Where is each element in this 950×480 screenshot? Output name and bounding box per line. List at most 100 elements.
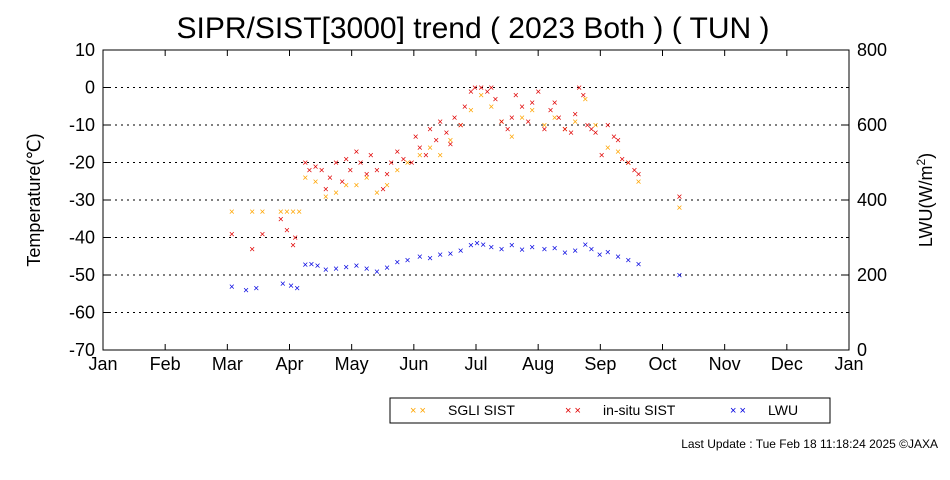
y2-axis-label: LWU(W/m2) — [914, 153, 936, 247]
x-tick-label: Apr — [275, 354, 303, 374]
data-point: × — [384, 181, 390, 192]
data-point: × — [347, 166, 353, 177]
data-point: × — [448, 136, 454, 147]
data-point: × — [552, 113, 558, 124]
data-point: × — [611, 132, 617, 143]
x-tick-label: Jan — [834, 354, 863, 374]
chart-title: SIPR/SIST[3000] trend ( 2023 Both ) ( TU… — [176, 12, 769, 45]
data-point: × — [401, 154, 407, 165]
data-point: × — [636, 259, 642, 270]
y2-label-main: LWU(W/m — [916, 166, 936, 248]
data-point: × — [676, 192, 682, 203]
data-point: × — [568, 128, 574, 139]
data-point: × — [676, 271, 682, 282]
data-point: × — [548, 106, 554, 117]
data-point: × — [253, 284, 259, 295]
data-point: × — [417, 151, 423, 162]
data-point: × — [625, 256, 631, 267]
data-point: × — [384, 263, 390, 274]
y2-tick-label: 800 — [857, 40, 887, 60]
data-point: × — [631, 166, 637, 177]
data-point: × — [307, 166, 313, 177]
data-point: × — [499, 117, 505, 128]
data-point: × — [284, 207, 290, 218]
data-point: × — [572, 246, 578, 257]
data-point: × — [484, 87, 490, 98]
data-point: × — [593, 128, 599, 139]
data-point: × — [597, 250, 603, 261]
x-tick-label: Sep — [584, 354, 616, 374]
data-point: × — [458, 121, 464, 132]
data-point: × — [676, 203, 682, 214]
data-point: × — [339, 177, 345, 188]
data-point: × — [327, 173, 333, 184]
x-tick-label: Feb — [150, 354, 181, 374]
y-tick-label: -50 — [69, 265, 95, 285]
data-point: × — [468, 87, 474, 98]
data-point: × — [343, 154, 349, 165]
data-point: × — [296, 207, 302, 218]
data-point: × — [448, 139, 454, 150]
data-point: × — [519, 113, 525, 124]
y-tick-label: -60 — [69, 303, 95, 323]
data-point: × — [499, 244, 505, 255]
data-point: × — [364, 264, 370, 275]
data-point: × — [529, 242, 535, 253]
data-point: × — [472, 83, 478, 94]
data-point: × — [443, 128, 449, 139]
data-point: × — [313, 162, 319, 173]
data-point: × — [333, 188, 339, 199]
data-point: × — [302, 158, 308, 169]
data-point: × — [542, 244, 548, 255]
x-axis: Jan Feb Mar Apr May Jun Jul Aug Sep Oct Nov Dec Jan — [88, 50, 864, 374]
data-point: × — [458, 246, 464, 257]
data-point: × — [509, 241, 515, 252]
data-point: × — [302, 173, 308, 184]
data-point: × — [468, 241, 474, 252]
data-point: × — [288, 281, 294, 292]
y-tick-label: -30 — [69, 190, 95, 210]
data-point: × — [580, 91, 586, 102]
y2-tick-label: 400 — [857, 190, 887, 210]
series-sgli-sist: × × × × × × ×× ×× ×× ××××××××××××××××××××××××× ×××… — [229, 91, 683, 218]
data-point: × — [448, 249, 454, 260]
data-point: × — [368, 151, 374, 162]
data-point: × — [535, 87, 541, 98]
data-point: × — [323, 265, 329, 276]
data-point: × — [437, 151, 443, 162]
y2-tick-label: 0 — [857, 340, 867, 360]
data-point: × — [593, 121, 599, 132]
data-point: × — [474, 239, 480, 250]
data-points: × × × × × × ×× ×× ×× ××××××××××××××××××××××××× ×××… — [229, 83, 683, 297]
data-point: × — [354, 261, 360, 272]
data-point: × — [437, 250, 443, 261]
legend-label: in-situ SIST — [603, 402, 676, 418]
data-point: × — [636, 169, 642, 180]
data-point: × — [394, 166, 400, 177]
data-point: × — [290, 241, 296, 252]
data-point: × — [354, 147, 360, 158]
data-point: × — [605, 121, 611, 132]
data-point: × — [437, 117, 443, 128]
data-point: × — [427, 143, 433, 154]
data-point: × — [343, 181, 349, 192]
data-point: × — [405, 256, 411, 267]
x-tick-label: Mar — [212, 354, 243, 374]
data-point: × — [562, 248, 568, 259]
data-point: × — [615, 252, 621, 263]
legend-marker: × × — [410, 405, 426, 417]
data-point: × — [405, 158, 411, 169]
data-point: × — [519, 102, 525, 113]
data-point: × — [292, 233, 298, 244]
y-tick-label: -70 — [69, 340, 95, 360]
y-tick-label: 0 — [85, 78, 95, 98]
legend: × × SGLI SIST × × in-situ SIST × × LWU — [389, 397, 831, 424]
series-in-situ-sist: ××××××××× × ××××××××××××××××× ×××××××××××××… — [229, 83, 683, 255]
data-point: × — [417, 252, 423, 263]
data-point: × — [462, 102, 468, 113]
data-point: × — [492, 94, 498, 105]
x-tick-label: Jan — [88, 354, 117, 374]
data-point: × — [480, 240, 486, 251]
data-point: × — [294, 284, 300, 295]
data-point: × — [582, 94, 588, 105]
